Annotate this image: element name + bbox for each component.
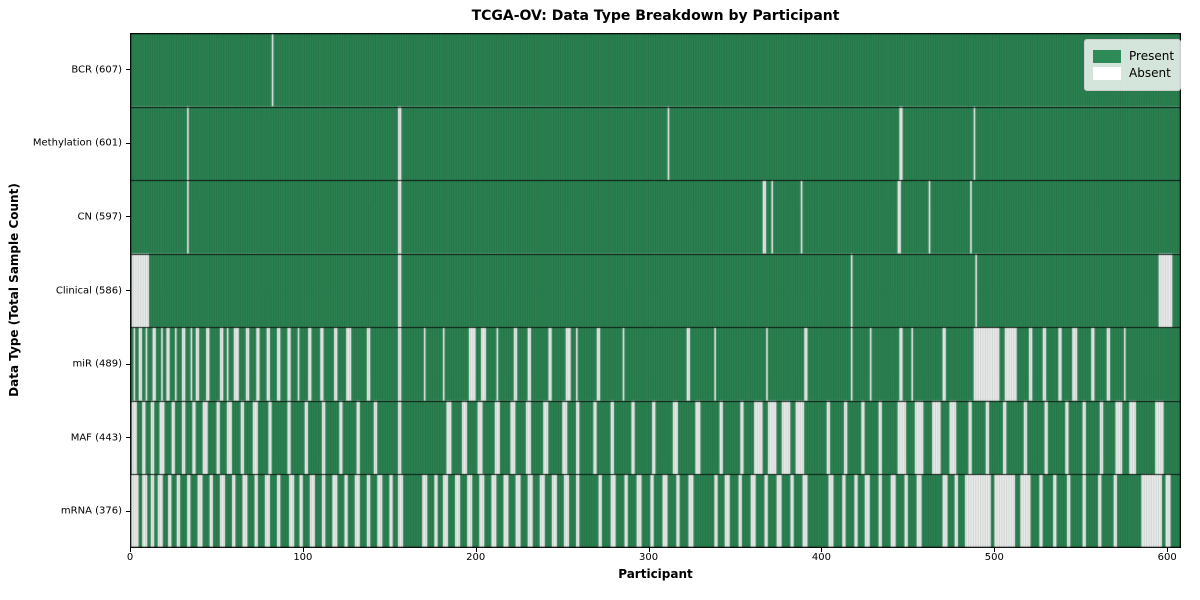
x-axis-tick-label: 400 bbox=[811, 552, 831, 563]
x-axis-tick bbox=[994, 548, 996, 552]
y-axis-tick bbox=[126, 363, 130, 365]
x-axis-tick-label: 600 bbox=[1157, 552, 1177, 563]
x-axis-tick bbox=[475, 548, 477, 552]
y-axis-tick bbox=[126, 290, 130, 291]
absent-swatch-icon bbox=[1093, 67, 1121, 80]
y-tick-label-mir: miR (489) bbox=[72, 358, 122, 370]
x-axis-tick-label: 100 bbox=[293, 552, 313, 563]
x-axis-tick bbox=[302, 548, 304, 552]
y-tick-label-cn: CN (597) bbox=[77, 211, 122, 223]
x-axis-tick-label: 0 bbox=[126, 552, 134, 563]
y-tick-label-methylation: Methylation (601) bbox=[32, 137, 122, 149]
x-axis-tick bbox=[1167, 548, 1169, 552]
x-axis-tick-label: 200 bbox=[466, 552, 486, 563]
heatmap-canvas bbox=[130, 33, 1181, 548]
y-tick-label-clinical: Clinical (586) bbox=[55, 285, 122, 296]
y-axis-tick bbox=[126, 142, 130, 144]
y-tick-label-maf: MAF (443) bbox=[70, 432, 122, 444]
y-tick-label-mrna: mRNA (376) bbox=[60, 505, 122, 517]
y-axis-tick bbox=[126, 216, 130, 218]
x-axis-label: Participant bbox=[618, 567, 693, 581]
x-axis-tick bbox=[821, 548, 823, 552]
y-axis-tick bbox=[126, 69, 130, 71]
present-swatch-icon bbox=[1093, 50, 1121, 63]
y-tick-label-bcr: BCR (607) bbox=[71, 64, 122, 76]
x-axis-tick-label: 500 bbox=[984, 552, 1004, 563]
legend-item-present: Present bbox=[1093, 49, 1174, 64]
x-axis-tick bbox=[130, 548, 131, 552]
x-axis-tick bbox=[648, 548, 650, 552]
legend-label-present: Present bbox=[1129, 49, 1175, 63]
x-axis-tick-label: 300 bbox=[639, 552, 659, 563]
plot-area: Present Absent bbox=[130, 33, 1182, 548]
legend-label-absent: Absent bbox=[1129, 66, 1171, 80]
chart-title: TCGA-OV: Data Type Breakdown by Particip… bbox=[471, 8, 840, 24]
y-axis-tick bbox=[126, 437, 130, 439]
legend-item-absent: Absent bbox=[1093, 66, 1174, 81]
legend: Present Absent bbox=[1084, 39, 1182, 91]
y-axis-tick bbox=[126, 510, 130, 512]
